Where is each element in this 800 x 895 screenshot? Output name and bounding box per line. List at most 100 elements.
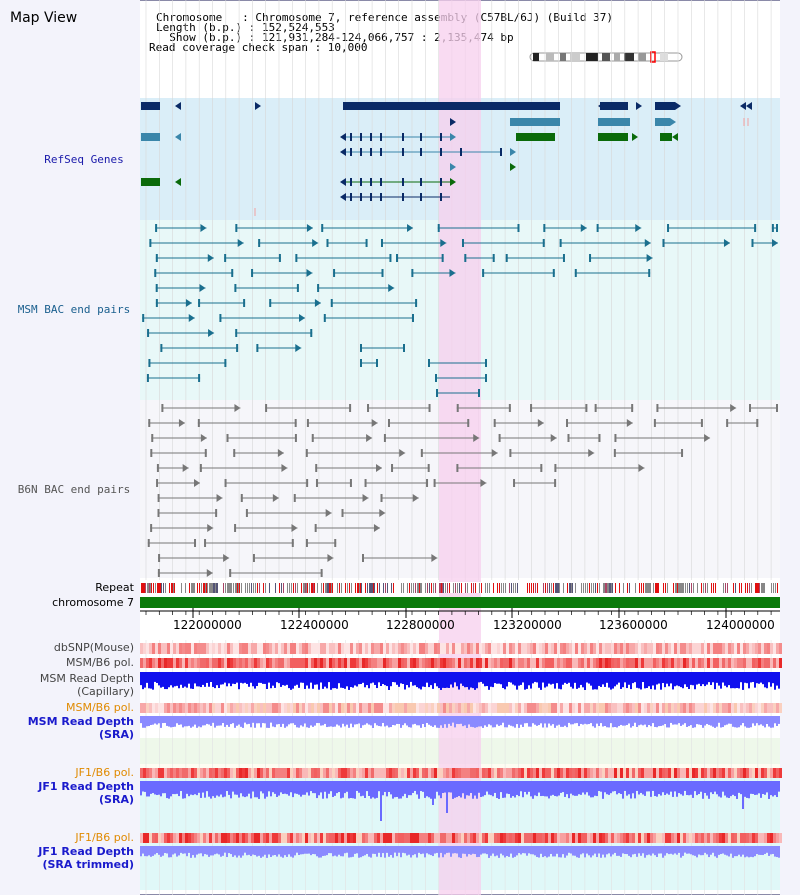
strand-arrow <box>450 163 456 171</box>
repeat-element <box>735 583 736 593</box>
bac-end-pair <box>513 479 557 487</box>
repeat-element <box>427 583 428 593</box>
repeat-element <box>403 583 404 593</box>
repeat-element <box>749 583 750 593</box>
bac-end-pair <box>198 299 246 307</box>
repeat-element <box>257 583 258 593</box>
bac-end-pair <box>435 374 487 382</box>
bac-end-pair <box>411 269 456 277</box>
label-b6n-bac[interactable]: B6N BAC end pairs <box>17 483 131 496</box>
repeat-element <box>225 583 226 593</box>
repeat-track[interactable] <box>141 583 778 593</box>
repeat-element <box>611 583 612 593</box>
label-refseq-genes[interactable]: RefSeq Genes <box>44 153 124 166</box>
b6n-bac-track[interactable] <box>147 404 778 577</box>
repeat-element <box>441 583 442 593</box>
repeat-element <box>317 583 318 593</box>
page-title: Map View <box>10 10 78 26</box>
strand-arrow <box>598 118 604 126</box>
exon <box>440 178 442 186</box>
repeat-element <box>777 583 778 593</box>
exon <box>440 148 442 156</box>
label-jf1-depth-sra: JF1 Read Depth <box>38 780 134 793</box>
repeat-element <box>393 583 394 593</box>
bac-end-pair <box>155 254 214 262</box>
bac-end-pair <box>321 224 414 232</box>
bac-end-pair <box>204 539 294 547</box>
header-coverage-span: Read coverage check span : 10,000 <box>149 41 368 54</box>
chromosome-ideogram[interactable] <box>529 51 683 63</box>
repeat-element <box>239 583 240 593</box>
repeat-element <box>429 583 430 593</box>
repeat-element <box>587 583 588 593</box>
repeat-element <box>411 583 412 593</box>
bac-end-pair <box>295 254 392 262</box>
bac-end-pair <box>314 524 380 532</box>
repeat-element <box>591 583 592 593</box>
repeat-element <box>739 583 740 593</box>
bac-end-pair <box>323 314 414 322</box>
bac-end-pair <box>367 404 431 412</box>
bac-end-pair <box>251 269 313 277</box>
bac-end-pair <box>428 359 487 367</box>
repeat-element <box>581 583 582 593</box>
repeat-element <box>201 583 202 593</box>
repeat-element <box>223 583 224 593</box>
bac-end-pair <box>315 479 352 487</box>
gene-feature <box>141 133 160 141</box>
msm-bac-track[interactable] <box>142 224 778 397</box>
repeat-element <box>499 583 500 593</box>
bac-end-pair <box>148 359 227 367</box>
repeat-element <box>361 583 362 593</box>
repeat-element <box>459 583 460 593</box>
repeat-element <box>197 583 198 593</box>
strand-arrow <box>670 118 676 126</box>
bac-end-pair <box>656 404 737 412</box>
repeat-element <box>421 583 422 593</box>
strand-arrow <box>450 118 456 126</box>
repeat-element <box>377 583 378 593</box>
repeat-element <box>155 583 156 593</box>
bac-end-pair <box>315 464 383 472</box>
bac-end-pair <box>151 434 207 442</box>
repeat-element <box>265 583 266 593</box>
bac-end-pair <box>505 254 565 262</box>
repeat-element <box>349 583 350 593</box>
bac-end-pair <box>155 284 206 292</box>
exon <box>350 148 352 156</box>
repeat-element <box>589 583 590 593</box>
read-depth-tracks[interactable] <box>140 672 780 858</box>
repeat-element <box>723 583 724 593</box>
repeat-element <box>619 583 620 593</box>
bac-end-pair <box>235 329 313 337</box>
repeat-element <box>489 583 490 593</box>
repeat-element <box>289 583 290 593</box>
repeat-element <box>165 583 166 593</box>
heat-tracks[interactable] <box>140 643 782 843</box>
bac-end-pair <box>311 434 373 442</box>
repeat-element <box>385 583 386 593</box>
repeat-element <box>359 583 360 593</box>
bac-end-pair <box>543 224 587 232</box>
label-msm-bac[interactable]: MSM BAC end pairs <box>17 303 131 316</box>
bac-end-pair <box>146 374 201 382</box>
repeat-element <box>679 583 683 593</box>
refseq-genes-track[interactable] <box>141 102 752 216</box>
repeat-element <box>269 583 270 593</box>
repeat-element <box>387 583 388 593</box>
bac-end-pair <box>233 449 284 457</box>
chromosome-bar[interactable] <box>140 597 780 608</box>
bac-end-pair <box>589 254 653 262</box>
gene-feature <box>516 133 555 141</box>
bac-end-pair <box>306 419 378 427</box>
exon <box>360 193 362 201</box>
bac-end-pair <box>160 344 239 352</box>
repeat-element <box>259 583 260 593</box>
highlighted-region[interactable] <box>439 0 481 895</box>
strand-arrow <box>672 133 678 141</box>
strand-arrow <box>450 178 456 186</box>
bac-end-pair <box>751 239 778 247</box>
bac-end-pair <box>157 569 213 577</box>
repeat-element <box>233 583 234 593</box>
